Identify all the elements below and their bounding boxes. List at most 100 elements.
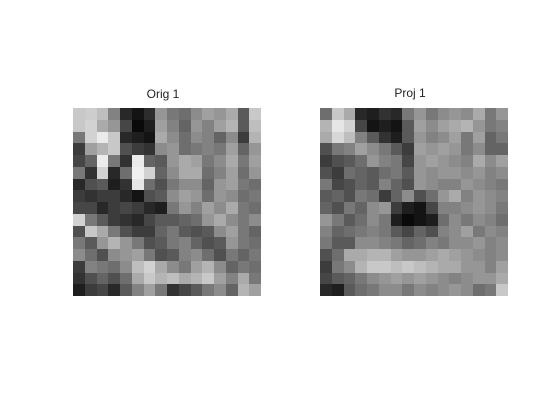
pixel-cell <box>108 237 120 249</box>
pixel-cell <box>214 237 226 249</box>
pixel-cell <box>367 119 379 132</box>
pixel-cell <box>202 166 214 179</box>
pixel-cell <box>496 237 508 249</box>
pixel-cell <box>249 143 261 155</box>
pixel-cell <box>331 237 344 249</box>
pixel-cell <box>496 155 508 167</box>
pixel-cell <box>367 166 379 179</box>
pixel-cell <box>461 225 473 238</box>
pixel-cell <box>320 178 332 191</box>
pixel-cell <box>131 131 144 144</box>
pixel-cell <box>437 284 450 296</box>
pixel-cell <box>461 178 473 191</box>
pixel-cell <box>178 284 191 296</box>
pixel-cell <box>367 284 379 296</box>
pixel-cell <box>131 260 144 273</box>
pixel-cell <box>202 260 214 273</box>
pixel-cell <box>402 225 414 238</box>
pixel-cell <box>73 190 85 202</box>
pixel-cell <box>249 108 261 120</box>
pixel-cell <box>414 284 426 296</box>
pixel-cell <box>472 178 485 191</box>
pixel-cell <box>131 272 144 285</box>
pixel-cell <box>143 143 156 155</box>
pixel-cell <box>331 225 344 238</box>
pixel-cell <box>390 249 403 261</box>
pixel-cell <box>449 237 461 249</box>
pixel-cell <box>73 260 85 273</box>
pixel-cell <box>402 155 414 167</box>
pixel-cell <box>167 284 179 296</box>
pixel-cell <box>190 213 203 226</box>
pixel-cell <box>214 202 226 214</box>
pixel-cell <box>461 260 473 273</box>
pixel-cell <box>496 178 508 191</box>
pixel-cell <box>225 260 238 273</box>
pixel-cell <box>355 237 367 249</box>
pixel-cell <box>484 260 497 273</box>
pixel-cell <box>96 155 109 167</box>
pixel-cell <box>155 178 167 191</box>
pixel-cell <box>378 166 391 179</box>
pixel-cell <box>472 190 485 202</box>
pixel-cell <box>73 108 85 120</box>
pixel-cell <box>225 202 238 214</box>
pixel-cell <box>449 166 461 179</box>
pixel-cell <box>214 131 226 144</box>
pixel-cell <box>237 143 250 155</box>
pixel-cell <box>214 119 226 132</box>
pixel-cell <box>378 155 391 167</box>
pixel-cell <box>414 143 426 155</box>
pixel-cell <box>461 272 473 285</box>
pixel-cell <box>249 190 261 202</box>
pixel-cell <box>437 237 450 249</box>
pixel-cell <box>237 284 250 296</box>
pixel-cell <box>143 166 156 179</box>
pixel-cell <box>84 249 97 261</box>
pixel-cell <box>214 155 226 167</box>
pixel-cell <box>237 260 250 273</box>
pixel-cell <box>414 166 426 179</box>
pixel-cell <box>320 237 332 249</box>
pixel-cell <box>378 190 391 202</box>
pixel-cell <box>484 131 497 144</box>
pixel-cell <box>73 143 85 155</box>
pixel-cell <box>484 143 497 155</box>
pixel-cell <box>367 143 379 155</box>
pixel-cell <box>355 202 367 214</box>
pixel-cell <box>355 155 367 167</box>
pixel-cell <box>202 249 214 261</box>
pixel-cell <box>214 108 226 120</box>
pixel-cell <box>155 166 167 179</box>
pixel-cell <box>343 202 356 214</box>
pixel-cell <box>120 225 132 238</box>
pixel-cell <box>425 213 438 226</box>
pixel-cell <box>449 190 461 202</box>
pixel-cell <box>496 272 508 285</box>
pixel-cell <box>167 131 179 144</box>
pixel-cell <box>96 178 109 191</box>
pixel-cell <box>120 190 132 202</box>
pixel-cell <box>167 190 179 202</box>
pixel-cell <box>202 213 214 226</box>
pixel-cell <box>73 272 85 285</box>
pixel-cell <box>237 213 250 226</box>
pixel-cell <box>461 143 473 155</box>
pixel-cell <box>449 119 461 132</box>
pixel-cell <box>390 237 403 249</box>
pixel-cell <box>178 237 191 249</box>
pixel-cell <box>225 237 238 249</box>
pixel-cell <box>425 237 438 249</box>
pixel-cell <box>214 143 226 155</box>
pixel-cell <box>190 143 203 155</box>
pixel-cell <box>378 131 391 144</box>
pixel-cell <box>84 213 97 226</box>
pixel-cell <box>449 155 461 167</box>
pixel-cell <box>484 119 497 132</box>
pixel-cell <box>214 178 226 191</box>
pixel-cell <box>249 202 261 214</box>
pixel-cell <box>143 202 156 214</box>
pixel-cell <box>143 237 156 249</box>
pixel-cell <box>249 225 261 238</box>
pixel-cell <box>402 272 414 285</box>
